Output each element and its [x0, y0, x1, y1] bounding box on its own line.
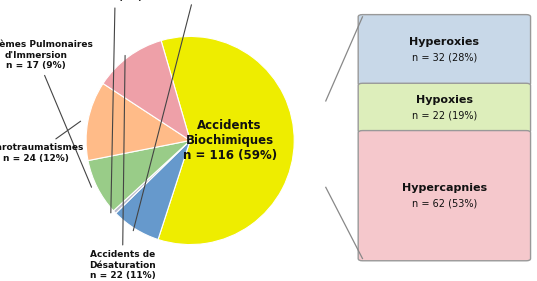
- Wedge shape: [158, 37, 294, 244]
- Text: Accidents
Biochimiques
n = 116 (59%): Accidents Biochimiques n = 116 (59%): [183, 119, 277, 162]
- Text: Hypercapnies: Hypercapnies: [402, 183, 487, 193]
- Text: n = 62 (53%): n = 62 (53%): [412, 199, 477, 209]
- Text: Autres
n = 15(8%): Autres n = 15(8%): [133, 0, 223, 231]
- Wedge shape: [113, 140, 190, 213]
- Text: Hypoxies: Hypoxies: [416, 95, 473, 105]
- Wedge shape: [115, 140, 190, 239]
- Text: Barotraumatismes
n = 24 (12%): Barotraumatismes n = 24 (12%): [0, 121, 83, 163]
- Wedge shape: [103, 40, 190, 140]
- Text: n = 32 (28%): n = 32 (28%): [412, 53, 477, 63]
- Text: Hyperoxies: Hyperoxies: [409, 37, 480, 47]
- Text: Noyades
n = 1 (1%): Noyades n = 1 (1%): [89, 0, 142, 213]
- Text: Oedèmes Pulmonaires
d'Immersion
n = 17 (9%): Oedèmes Pulmonaires d'Immersion n = 17 (…: [0, 40, 93, 187]
- Text: n = 22 (19%): n = 22 (19%): [412, 111, 477, 121]
- Wedge shape: [88, 140, 190, 211]
- Wedge shape: [86, 83, 190, 160]
- Text: Accidents de
Désaturation
n = 22 (11%): Accidents de Désaturation n = 22 (11%): [89, 55, 156, 280]
